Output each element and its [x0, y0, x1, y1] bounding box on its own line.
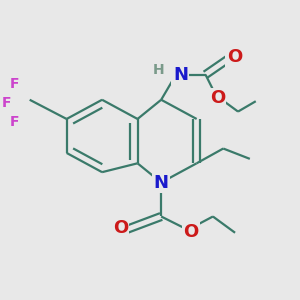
Text: O: O	[183, 223, 198, 241]
Text: F: F	[10, 76, 20, 91]
Text: O: O	[113, 219, 128, 237]
Text: O: O	[227, 48, 242, 66]
Text: N: N	[154, 173, 169, 191]
Text: H: H	[152, 63, 164, 76]
Text: O: O	[210, 89, 225, 107]
Text: F: F	[10, 115, 20, 129]
Text: F: F	[1, 96, 11, 110]
Text: N: N	[173, 66, 188, 84]
